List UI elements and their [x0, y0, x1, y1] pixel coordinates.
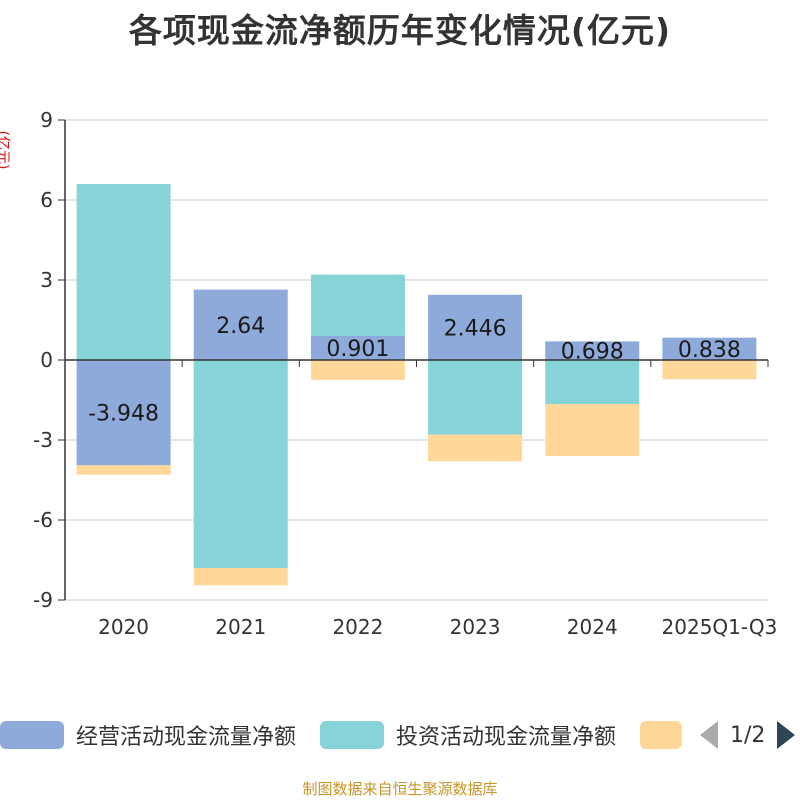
bar-financing-2020	[76, 465, 171, 475]
x-tick-label: 2025Q1-Q3	[662, 615, 778, 639]
y-tick-label: 3	[40, 268, 53, 292]
bar-financing-2022	[310, 360, 405, 380]
legend-swatch-operating	[0, 721, 64, 749]
legend-item-financing[interactable]	[640, 715, 682, 755]
x-tick-label: 2024	[567, 615, 618, 639]
bar-investing-2021	[193, 360, 288, 568]
data-label: 2.446	[444, 316, 507, 341]
legend-label-operating: 经营活动现金流量净额	[76, 725, 297, 750]
legend-swatch-investing	[320, 721, 384, 749]
bar-financing-2021	[193, 568, 288, 586]
bar-financing-2023	[428, 434, 523, 462]
y-tick-label: 9	[40, 108, 53, 132]
y-tick-label: -6	[33, 508, 53, 532]
legend-swatch-financing	[640, 721, 682, 749]
chart-title: 各项现金流净额历年变化情况(亿元)	[128, 11, 672, 50]
bar-investing-2023	[428, 360, 523, 435]
data-label: 0.838	[678, 338, 741, 363]
prev-page-icon[interactable]	[700, 721, 718, 749]
bar-financing-2024	[545, 404, 640, 456]
data-label: 2.64	[216, 314, 265, 339]
y-tick-label: -9	[33, 588, 53, 612]
legend: 经营活动现金流量净额 投资活动现金流量净额	[0, 715, 800, 755]
bar-operating-2025Q1-Q3	[662, 337, 757, 360]
data-label: 0.901	[326, 337, 389, 362]
legend-item-investing[interactable]: 投资活动现金流量净额	[320, 715, 616, 755]
bar-operating-2021	[193, 289, 288, 360]
data-label: -3.948	[88, 402, 159, 427]
legend-item-operating[interactable]: 经营活动现金流量净额	[0, 715, 296, 755]
bar-operating-2023	[428, 294, 523, 360]
y-tick-label: -3	[33, 428, 53, 452]
bar-chart: 9 6 3 0 -3 -6 -9 2020 2021 2022 2023 2024 2025Q1-Q3 -…	[33, 108, 778, 639]
bar-investing-2022	[310, 274, 405, 336]
bar-investing-2024	[545, 360, 640, 404]
y-tick-label: 6	[40, 188, 53, 212]
data-label: 0.698	[561, 340, 624, 365]
legend-label-investing: 投资活动现金流量净额	[396, 725, 617, 750]
bar-operating-2020	[76, 360, 171, 466]
x-tick-label: 2022	[332, 615, 383, 639]
legend-pager: 1/2	[700, 715, 796, 755]
bar-investing-2020	[76, 184, 171, 360]
next-page-icon[interactable]	[777, 721, 796, 749]
x-tick-label: 2021	[215, 615, 266, 639]
x-tick-label: 2020	[98, 615, 149, 639]
x-tick-label: 2023	[450, 615, 501, 639]
data-source-note: 制图数据来自恒生聚源数据库	[302, 780, 498, 798]
legend-page-indicator: 1/2	[730, 722, 766, 748]
bar-operating-2022	[310, 335, 405, 360]
y-tick-label: 0	[40, 348, 53, 372]
bar-financing-2025Q1-Q3	[662, 360, 757, 380]
bar-operating-2024	[545, 341, 640, 360]
